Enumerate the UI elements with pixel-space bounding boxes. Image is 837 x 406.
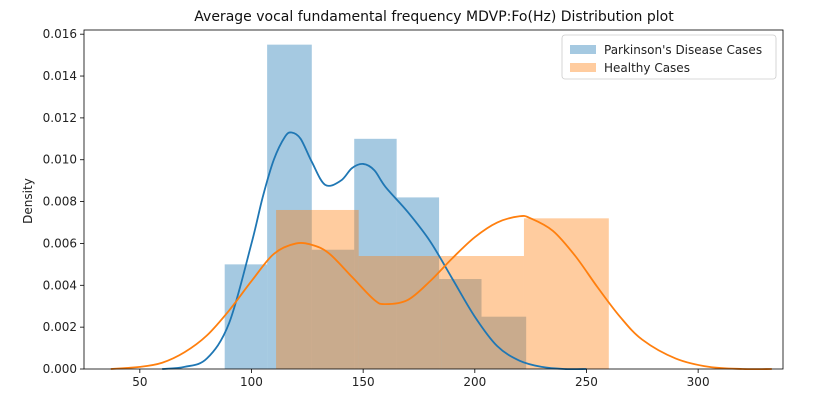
healthy-hist-bar-0 — [276, 209, 359, 369]
x-tick-label: 300 — [687, 375, 710, 389]
x-tick-label: 50 — [132, 375, 147, 389]
legend-label-healthy: Healthy Cases — [604, 61, 690, 75]
y-tick-label: 0.004 — [43, 278, 77, 292]
plot-area: 50 100 150 200 250 300 0.000 0.002 0.004 0.006 0.0… — [43, 27, 784, 389]
x-tick-label: 250 — [575, 375, 598, 389]
parkinsons-hist-bar-2 — [311, 249, 355, 369]
legend-swatch-parkinsons — [570, 45, 596, 54]
legend: Parkinson's Disease Cases Healthy Cases — [561, 34, 777, 80]
y-tick-label: 0.014 — [43, 69, 77, 83]
y-tick-label: 0.000 — [43, 362, 77, 376]
healthy-hist-bar-2 — [441, 256, 524, 369]
y-tick-label: 0.012 — [43, 111, 77, 125]
healthy-hist-bar-3 — [523, 218, 609, 369]
y-tick-label: 0.016 — [43, 27, 77, 41]
legend-swatch-healthy — [570, 63, 596, 72]
legend-box — [561, 34, 777, 80]
plot-frame — [83, 29, 784, 370]
x-tick-label: 100 — [240, 375, 263, 389]
y-tick-label: 0.010 — [43, 153, 77, 167]
y-tick-label: 0.008 — [43, 195, 77, 209]
y-tick-label: 0.006 — [43, 236, 77, 250]
chart-title: Average vocal fundamental frequency MDVP… — [194, 9, 674, 25]
parkinsons-hist-bar-1 — [267, 44, 312, 370]
healthy-hist-bar-1 — [358, 256, 442, 369]
x-tick-label: 150 — [352, 375, 375, 389]
x-tick-label: 200 — [463, 375, 486, 389]
y-axis-label: Density — [21, 178, 35, 224]
healthy-kde-line — [110, 215, 772, 371]
parkinsons-hist-bar-3 — [354, 138, 397, 369]
y-tick-label: 0.002 — [43, 320, 77, 334]
parkinsons-kde-line — [162, 131, 587, 371]
legend-label-parkinsons: Parkinson's Disease Cases — [604, 43, 762, 57]
